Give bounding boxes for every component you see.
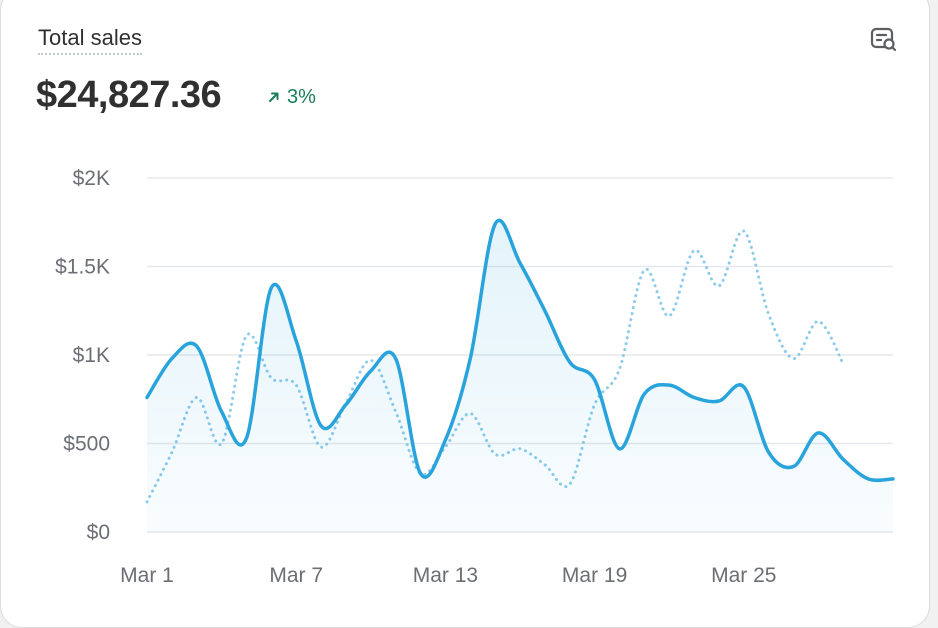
x-tick-label: Mar 25 xyxy=(711,564,776,587)
card-title: Total sales xyxy=(38,25,142,55)
y-tick-label: $1K xyxy=(73,344,110,367)
y-tick-label: $1.5K xyxy=(55,256,110,279)
change-percent: 3% xyxy=(287,86,316,108)
total-sales-value: $24,827.36 xyxy=(36,74,222,116)
current-period-line xyxy=(145,218,895,483)
x-tick-label: Mar 19 xyxy=(562,564,627,587)
arrow-up-right-icon xyxy=(269,92,279,102)
previous-period-line xyxy=(145,229,845,504)
change-badge: 3% xyxy=(267,85,316,109)
current-period-area xyxy=(147,220,893,532)
search-report-icon[interactable] xyxy=(869,25,899,55)
y-tick-label: $500 xyxy=(63,433,110,456)
y-tick-label: $2K xyxy=(73,167,110,190)
x-tick-label: Mar 13 xyxy=(413,564,478,587)
x-tick-label: Mar 7 xyxy=(269,564,323,587)
y-tick-label: $0 xyxy=(87,521,110,544)
x-tick-label: Mar 1 xyxy=(120,564,174,587)
